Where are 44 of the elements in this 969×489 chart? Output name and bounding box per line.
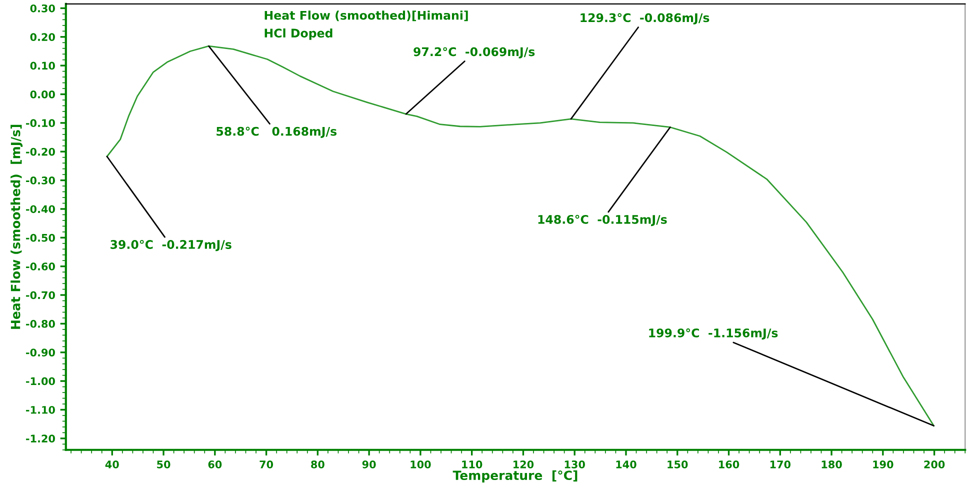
y-tick-label: -0.80 [26, 320, 55, 328]
annotation: 39.0°C -0.217mJ/s [110, 240, 232, 252]
x-tick-label: 120 [514, 460, 534, 468]
x-tick-label: 40 [105, 460, 119, 468]
y-tick-label: -0.70 [26, 291, 55, 300]
x-tick-label: 100 [410, 460, 431, 468]
y-tick-label: 0.20 [30, 33, 55, 41]
annotation: 129.3°C -0.086mJ/s [580, 13, 710, 24]
annotation: 97.2°C -0.069mJ/s [414, 47, 535, 58]
annotation: 58.8°C 0.168mJ/s [216, 126, 337, 138]
x-tick-label: 150 [668, 460, 688, 468]
text: Heat Flow (smoothed)[Himani] [264, 10, 468, 22]
y-axis-title: Heat Flow (smoothed) [mJ/s] [10, 124, 23, 329]
x-axis-title: Temperature [°C] [452, 470, 578, 482]
x-tick-label: 140 [616, 460, 636, 468]
y-tick-label: 0.30 [30, 4, 55, 12]
x-tick-label: 160 [719, 460, 740, 468]
x-tick-label: 180 [822, 460, 842, 468]
y-tick-label: -0.90 [26, 348, 55, 356]
text: HCl Doped [264, 28, 332, 40]
y-tick-label: -1.10 [26, 406, 55, 414]
x-tick-label: 110 [462, 460, 482, 468]
y-tick-label: -0.20 [26, 148, 55, 156]
annotation: 199.9°C -1.156mJ/s [649, 328, 778, 340]
x-tick-label: 190 [873, 460, 894, 468]
x-tick-label: 200 [924, 460, 945, 468]
y-tick-label: -0.40 [26, 205, 55, 214]
x-tick-label: 90 [362, 460, 376, 468]
x-tick-label: 130 [564, 460, 585, 468]
x-tick-label: 60 [208, 460, 222, 468]
y-tick-label: -0.10 [26, 119, 55, 128]
x-tick-label: 50 [157, 460, 170, 468]
y-tick-label: -1.20 [26, 434, 55, 443]
x-tick-label: 70 [260, 460, 274, 468]
y-tick-label: -0.30 [26, 176, 55, 184]
y-tick-label: 0.00 [30, 90, 55, 98]
line-series [106, 45, 934, 426]
y-tick-label: -1.00 [26, 377, 55, 386]
annotation: 148.6°C -0.115mJ/s [538, 214, 667, 226]
x-tick-label: 80 [311, 460, 324, 468]
y-tick-label: -0.60 [26, 262, 55, 270]
x-tick-label: 170 [770, 460, 791, 468]
y-tick-label: 0.10 [30, 62, 55, 70]
y-tick-label: -0.50 [26, 234, 55, 242]
